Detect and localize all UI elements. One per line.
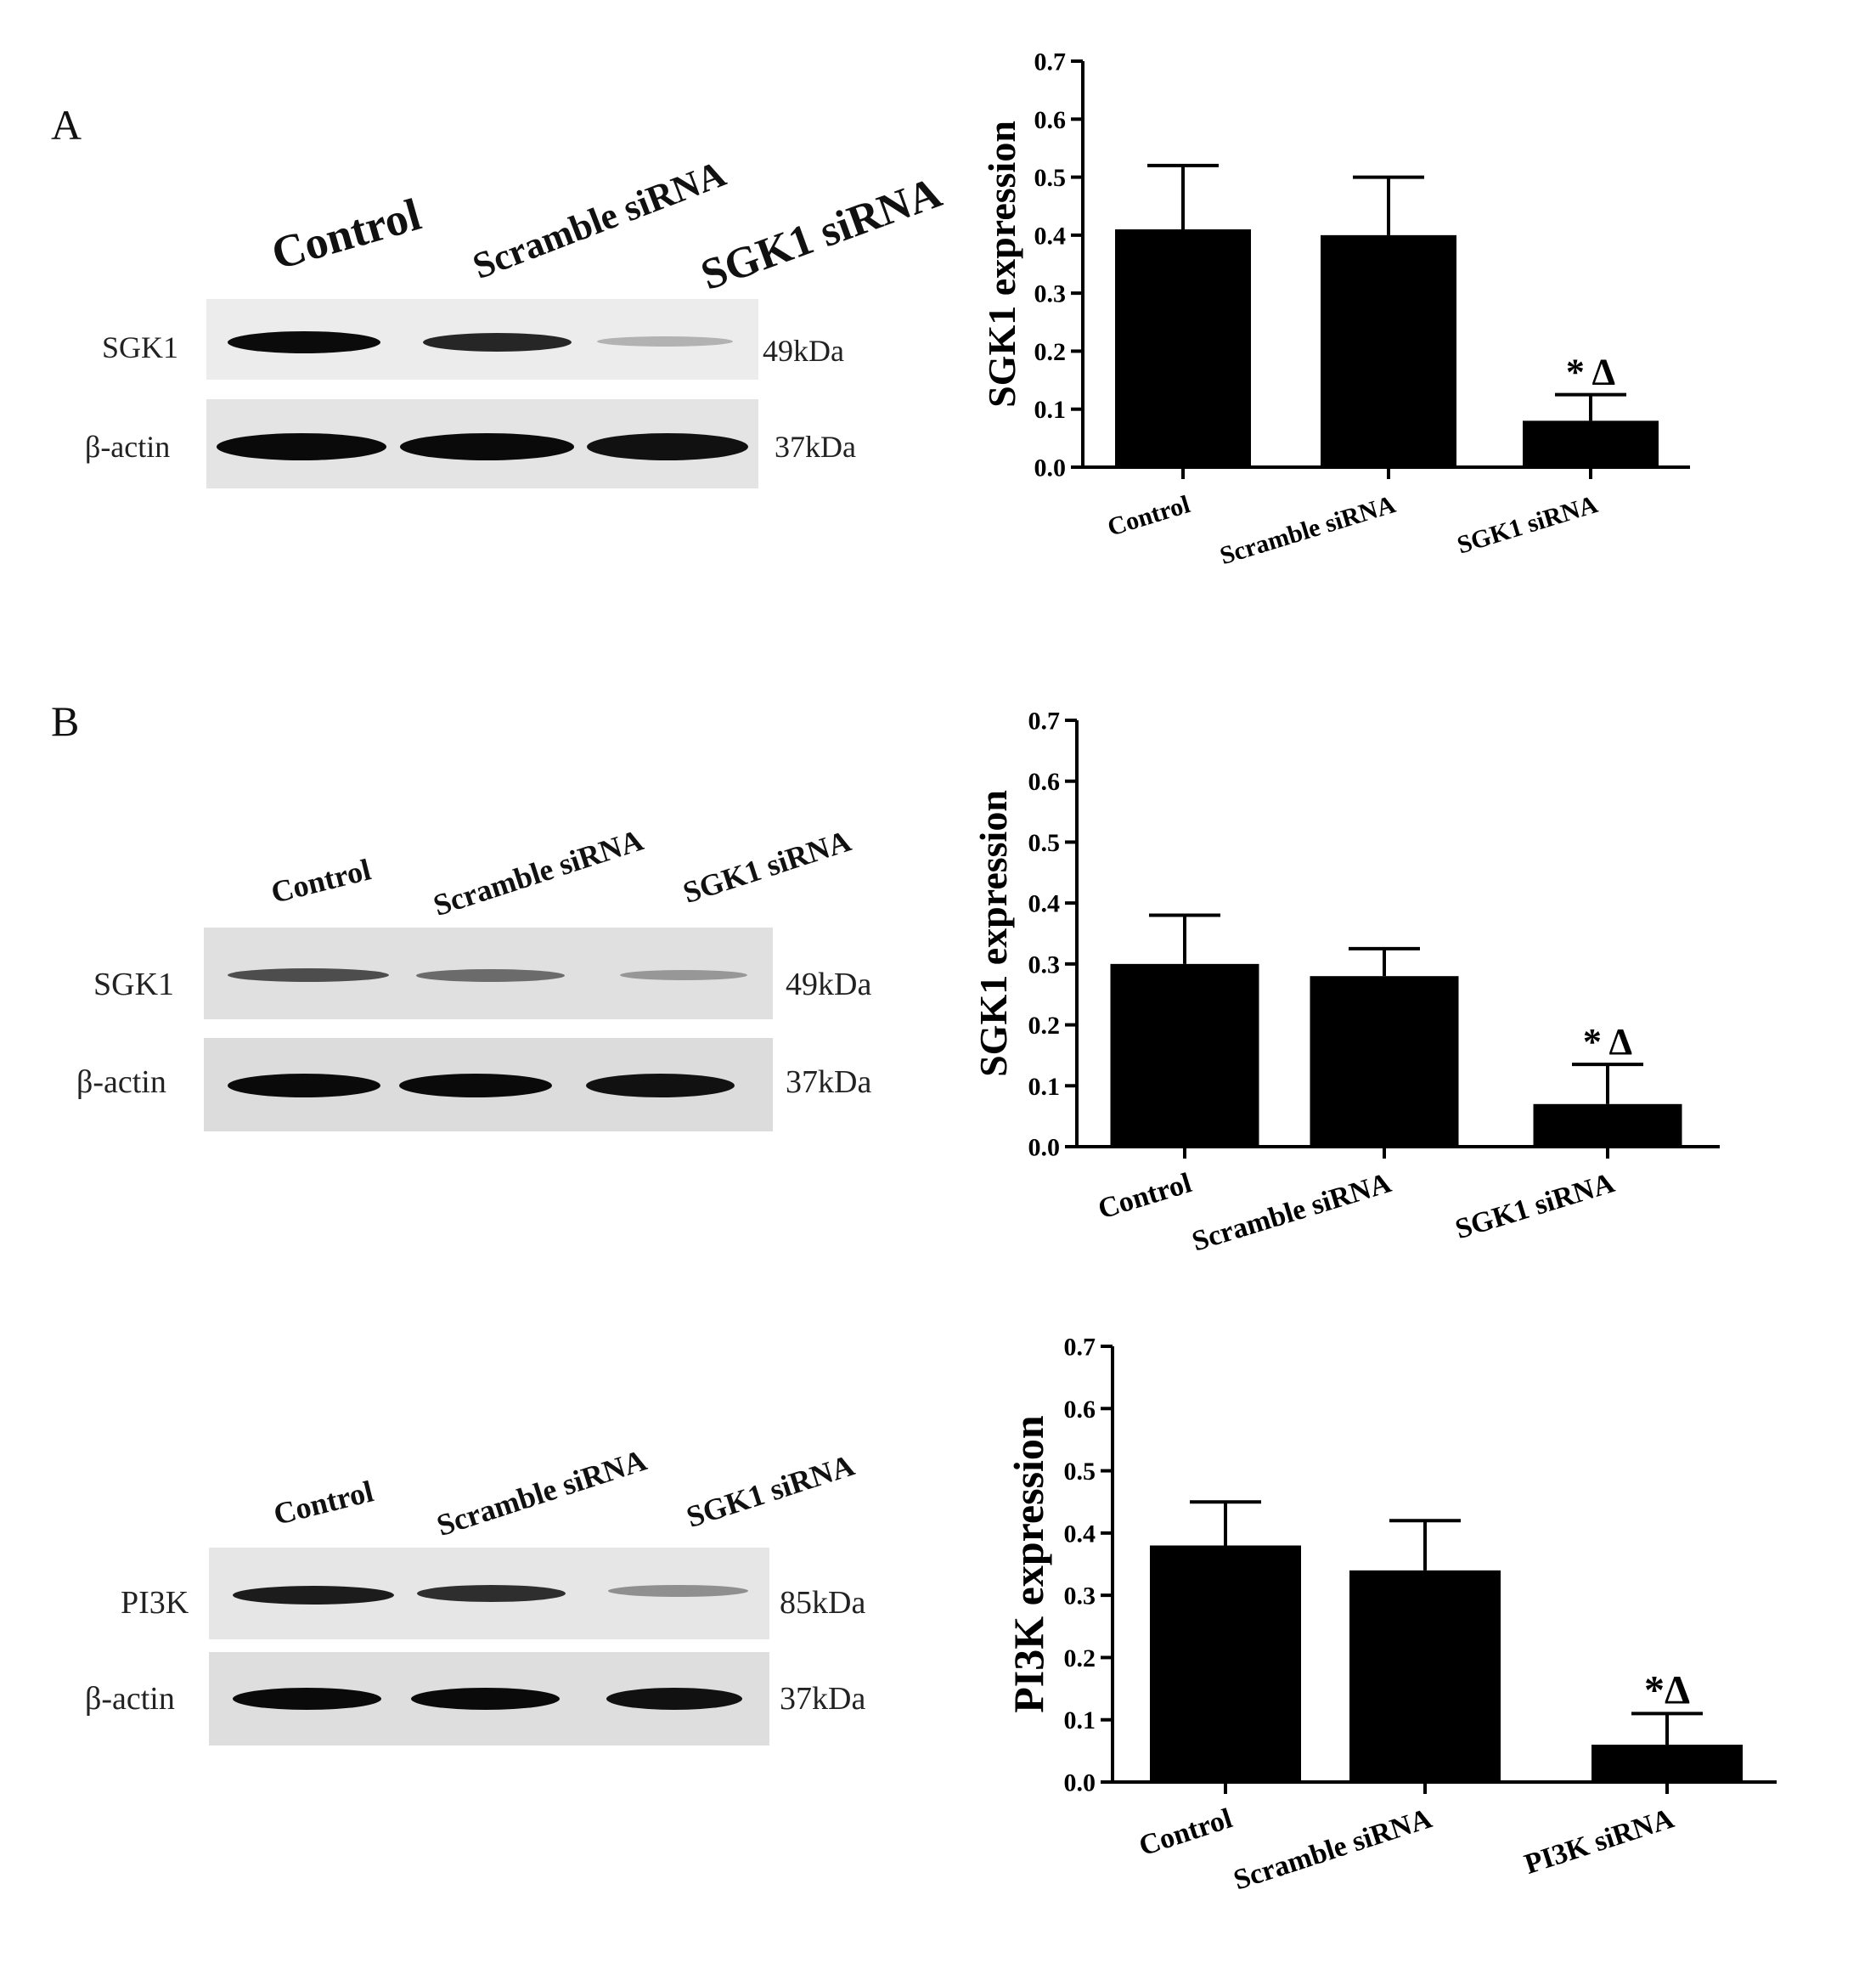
y-tick-label: 0.6 <box>1028 768 1061 796</box>
panel-letter-b: B <box>51 697 80 745</box>
y-tick-label: 0.7 <box>1034 48 1067 76</box>
kda-label-pi3k: 85kDa <box>780 1585 866 1621</box>
blot-strip-b-actin <box>204 1038 773 1131</box>
y-tick-label: 0.7 <box>1064 1334 1096 1362</box>
bar <box>1533 1103 1682 1147</box>
band <box>228 1074 380 1097</box>
bar <box>1349 1570 1501 1782</box>
bar <box>1310 976 1459 1147</box>
y-tick-label: 0.1 <box>1034 396 1067 424</box>
y-tick-label: 0.6 <box>1064 1396 1096 1424</box>
bar <box>1523 420 1659 467</box>
y-tick-label: 0.4 <box>1064 1520 1096 1548</box>
kda-label-b-actin: 37kDa <box>775 430 856 464</box>
bar <box>1592 1745 1743 1782</box>
y-tick-label: 0.7 <box>1028 708 1061 736</box>
x-tick-label: Scramble siRNA <box>1230 1802 1436 1896</box>
significance-annotation: * Δ <box>1566 352 1615 393</box>
row-label-sgk1: SGK1 <box>93 967 175 1002</box>
y-tick-label: 0.3 <box>1064 1582 1096 1610</box>
band <box>586 1074 735 1097</box>
y-tick-label: 0.6 <box>1034 106 1067 134</box>
band <box>597 336 733 347</box>
panel-letter-a: A <box>51 101 82 149</box>
y-tick-label: 0.1 <box>1028 1073 1061 1101</box>
y-tick-label: 0.5 <box>1064 1458 1096 1486</box>
bar <box>1115 229 1251 467</box>
chart-1: 0.0 0.1 0.2 0.3 0.4 0.5 0.6 0.7 SGK1 expression C… <box>980 48 1690 570</box>
y-tick-label: 0.2 <box>1034 338 1067 366</box>
y-tick-label: 0.5 <box>1028 829 1061 857</box>
bar <box>1110 963 1259 1147</box>
y-tick-label: 0.0 <box>1028 1134 1061 1162</box>
band <box>233 1586 394 1605</box>
y-tick-label: 0.0 <box>1034 454 1067 482</box>
band <box>423 333 572 352</box>
row-label-pi3k: PI3K <box>121 1585 189 1621</box>
x-tick-label: Control <box>1104 490 1193 542</box>
blot-strip-b-actin <box>209 1652 769 1746</box>
y-axis-label: PI3K expression <box>1005 1415 1052 1713</box>
band <box>417 1585 566 1602</box>
kda-label-sgk1: 49kDa <box>763 334 844 368</box>
band <box>400 433 574 460</box>
band <box>416 969 565 982</box>
blot-strip-sgk1 <box>204 928 773 1019</box>
x-tick-label: Control <box>1135 1802 1237 1862</box>
significance-annotation: *Δ <box>1644 1667 1690 1712</box>
y-tick-label: 0.5 <box>1034 164 1067 192</box>
kda-label-b-actin: 37kDa <box>780 1681 866 1717</box>
y-tick-label: 0.2 <box>1028 1012 1061 1040</box>
blot-strip-b-actin <box>206 399 758 488</box>
x-tick-label: Control <box>1095 1167 1196 1225</box>
y-tick-label: 0.4 <box>1034 222 1067 250</box>
chart-3: 0.0 0.1 0.2 0.3 0.4 0.5 0.6 0.7 PI3K expression C… <box>1005 1334 1777 1897</box>
row-label-b-actin: β-actin <box>85 430 171 464</box>
y-tick-label: 0.2 <box>1064 1644 1096 1672</box>
row-label-b-actin: β-actin <box>76 1064 166 1100</box>
blot-strip-pi3k <box>209 1548 769 1639</box>
x-tick-label: SGK1 siRNA <box>1454 490 1601 560</box>
y-tick-label: 0.0 <box>1064 1769 1096 1797</box>
band <box>587 433 748 460</box>
x-tick-label: Scramble siRNA <box>1217 490 1400 570</box>
band <box>228 331 380 353</box>
band <box>399 1074 552 1097</box>
band <box>606 1688 742 1710</box>
y-tick-label: 0.1 <box>1064 1706 1096 1734</box>
row-label-sgk1: SGK1 <box>102 330 179 364</box>
bar <box>1150 1545 1301 1782</box>
blot-strip-sgk1 <box>206 299 758 380</box>
y-axis-label: SGK1 expression <box>972 790 1015 1077</box>
x-tick-label: PI3K siRNA <box>1521 1802 1678 1881</box>
bar <box>1321 234 1456 467</box>
y-tick-label: 0.3 <box>1028 950 1061 979</box>
y-tick-label: 0.4 <box>1028 890 1061 918</box>
y-axis-label: SGK1 expression <box>980 121 1023 408</box>
row-label-b-actin: β-actin <box>85 1681 175 1717</box>
band <box>411 1688 560 1710</box>
x-tick-label: SGK1 siRNA <box>1451 1167 1618 1245</box>
band <box>228 968 389 982</box>
band <box>233 1688 381 1710</box>
significance-annotation: * Δ <box>1583 1021 1632 1063</box>
band <box>608 1585 748 1597</box>
y-tick-label: 0.3 <box>1034 280 1067 308</box>
kda-label-sgk1: 49kDa <box>786 967 872 1002</box>
chart-2: 0.0 0.1 0.2 0.3 0.4 0.5 0.6 0.7 SGK1 expression C… <box>972 708 1720 1258</box>
x-tick-label: Scramble siRNA <box>1188 1167 1394 1257</box>
band <box>217 433 386 460</box>
band <box>620 970 747 980</box>
kda-label-b-actin: 37kDa <box>786 1064 872 1100</box>
